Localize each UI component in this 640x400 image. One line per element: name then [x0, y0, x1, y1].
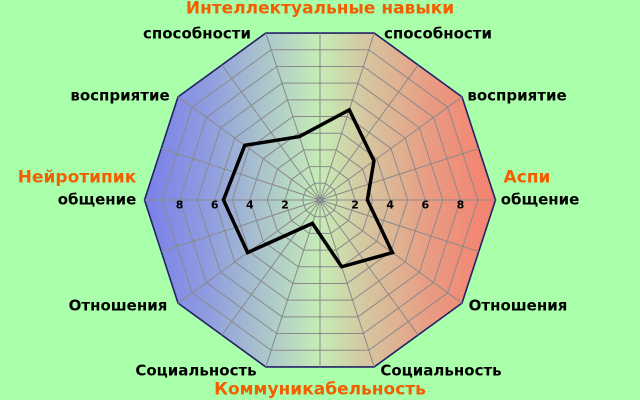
grid-spoke [319, 199, 479, 253]
data-polygon [221, 107, 395, 269]
axis-label-relations-right: Отношения [468, 296, 568, 315]
chart-title-bottom: Коммуникабельность [214, 379, 426, 400]
axis-label-abilities-left: способности [143, 24, 251, 43]
axis-tick-number: 4 [246, 199, 254, 212]
grid-spoke [319, 199, 375, 368]
axis-label-sociality-right: Социальность [380, 361, 502, 380]
axis-label-sociality-left: Социальность [135, 361, 257, 380]
data-series-line [221, 107, 395, 269]
grid-spoke [221, 199, 321, 336]
grid-spoke [221, 64, 321, 201]
grid-spoke [265, 199, 321, 368]
axis-tick-number: 6 [211, 199, 219, 212]
axis-tick-labels: 2 2 4 4 6 6 8 8 [176, 199, 464, 212]
grid-spoke [319, 199, 419, 336]
axis-label-communication-left: общение [57, 190, 137, 209]
axis-tick-number: 2 [351, 199, 359, 212]
group-label-neurotypic: Нейротипик [17, 167, 137, 188]
grid-spoke [319, 32, 375, 201]
axis-tick-number: 8 [457, 199, 465, 212]
grid-spoke [319, 147, 479, 201]
grid-spoke [161, 147, 321, 201]
grid-spoke [177, 96, 321, 201]
axis-label-perception-right: восприятие [467, 86, 567, 105]
axis-label-perception-left: восприятие [70, 86, 170, 105]
center-dot [318, 198, 322, 202]
grid-spoke [319, 64, 419, 201]
chart-title-top: Интеллектуальные навыки [185, 0, 455, 19]
axis-label-abilities-right: способности [384, 24, 492, 43]
axis-label-relations-left: Отношения [68, 296, 168, 315]
group-label-aspie: Аспи [503, 167, 551, 188]
radar-web-grid [144, 32, 496, 368]
axis-tick-number: 4 [386, 199, 394, 212]
grid-spoke [319, 96, 463, 201]
axis-label-communication-right: общение [500, 190, 580, 209]
axis-tick-number: 8 [176, 199, 184, 212]
grid-spoke [161, 199, 321, 253]
grid-spoke [265, 32, 321, 201]
axis-tick-number: 6 [421, 199, 429, 212]
axis-tick-number: 2 [281, 199, 289, 212]
